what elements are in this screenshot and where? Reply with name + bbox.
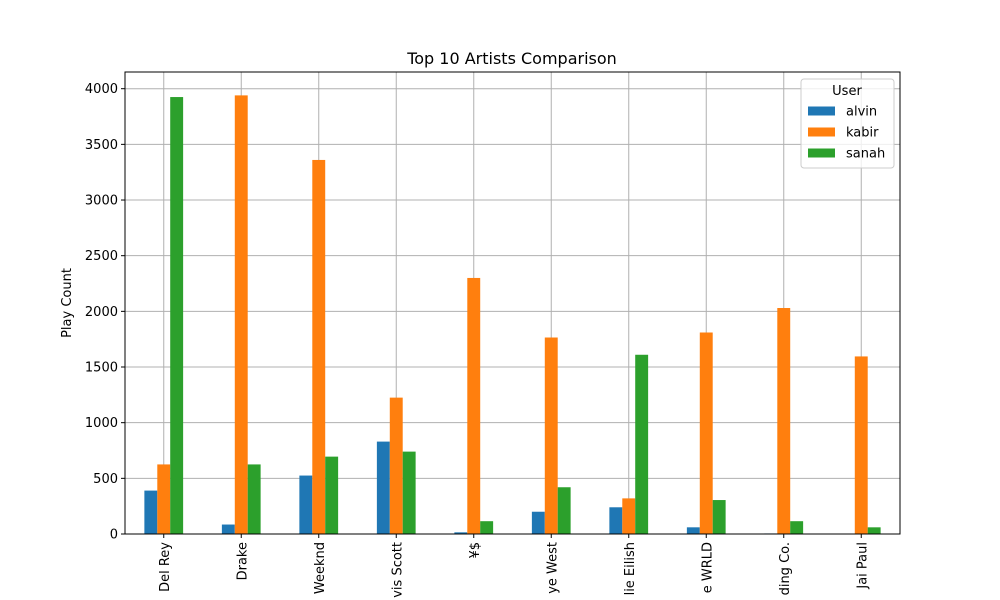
x-tick-label: Weeknd	[313, 542, 328, 594]
y-axis-label: Play Count	[60, 268, 75, 338]
chart-title: Top 10 Artists Comparison	[406, 49, 617, 68]
x-tick-label: vis Scott	[390, 542, 405, 598]
bar-sanah	[402, 451, 416, 534]
bar-kabir	[312, 159, 326, 534]
x-tick-label: e WRLD	[700, 542, 715, 593]
bar-alvin	[609, 507, 623, 534]
bar-kabir	[699, 332, 713, 534]
legend-items: alvin kabir sanah	[808, 105, 885, 162]
legend-swatch-sanah	[808, 148, 835, 158]
y-tick-label: 2500	[85, 249, 118, 264]
legend-swatch-kabir	[808, 127, 835, 137]
y-tick-label: 1500	[85, 361, 118, 376]
bar-alvin	[299, 475, 313, 534]
legend: User alvin kabir sanah	[800, 78, 895, 169]
y-tick-label: 4000	[85, 82, 118, 97]
x-tick-label: ¥$	[468, 542, 483, 559]
legend-label-alvin: alvin	[846, 105, 877, 120]
bar-kabir	[234, 95, 248, 535]
x-tick-label: ye West	[545, 542, 560, 594]
x-tick-label: Drake	[235, 542, 250, 580]
bar-sanah	[247, 464, 261, 534]
bar-sanah	[170, 97, 184, 535]
plot-frame	[124, 71, 901, 535]
bar-alvin	[221, 524, 235, 534]
bar-kabir	[157, 464, 171, 534]
y-tick-label: 2000	[85, 305, 118, 320]
legend-box	[800, 78, 895, 169]
legend-swatch-alvin	[808, 106, 835, 116]
legend-label-kabir: kabir	[846, 126, 879, 141]
y-tick-label: 0	[110, 528, 118, 543]
bar-kabir	[389, 397, 403, 534]
bar-sanah	[867, 527, 881, 534]
bar-kabir	[777, 308, 791, 534]
bar-kabir	[854, 356, 868, 534]
x-tick-label: lie Eilish	[623, 542, 638, 595]
bar-sanah	[480, 521, 494, 534]
bar-sanah	[790, 521, 804, 534]
bar-sanah	[635, 354, 649, 534]
bar-alvin	[376, 441, 390, 534]
x-tick-label: Del Rey	[158, 542, 173, 592]
bars	[144, 95, 881, 535]
legend-label-sanah: sanah	[846, 147, 885, 162]
bar-sanah	[325, 456, 339, 534]
bar-sanah	[557, 487, 571, 534]
bar-alvin	[144, 490, 158, 534]
legend-title: User	[832, 84, 862, 99]
bar-sanah	[712, 500, 726, 534]
y-tick-label: 500	[93, 472, 118, 487]
y-tick-label: 1000	[85, 416, 118, 431]
axes: 0 500 1000 1500 2000 2500 3000 3500 4000 Del Rey D…	[85, 82, 870, 598]
bar-alvin	[454, 532, 468, 534]
bar-kabir	[544, 337, 558, 534]
y-tick-label: 3000	[85, 194, 118, 209]
bar-kabir	[622, 498, 636, 534]
y-tick-label: 3500	[85, 138, 118, 153]
bar-alvin	[686, 527, 700, 534]
bar-alvin	[531, 511, 545, 534]
x-tick-label: ding Co.	[778, 542, 793, 595]
x-tick-label: Jai Paul	[855, 542, 870, 590]
bar-kabir	[467, 277, 481, 534]
